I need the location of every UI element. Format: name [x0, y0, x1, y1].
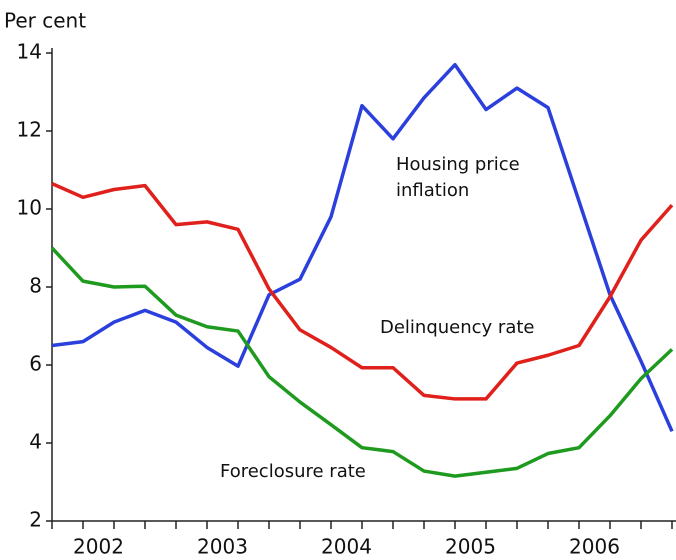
y-tick-label: 10 [17, 196, 42, 220]
series-label: Housing price inflation [396, 154, 520, 201]
series-label: Foreclosure rate [220, 461, 366, 482]
series-line [50, 246, 674, 478]
y-tick-label: 2 [29, 508, 42, 532]
y-tick-label: 6 [29, 352, 42, 376]
y-tick-label: 14 [17, 40, 42, 64]
series-line [51, 62, 674, 433]
x-tick-label: 2005 [445, 535, 496, 559]
y-axis-label: Per cent [4, 9, 86, 33]
y-tick-label: 4 [29, 430, 42, 454]
x-tick-label: 2006 [569, 535, 620, 559]
x-tick-label: 2002 [73, 535, 124, 559]
y-tick-label: 12 [17, 118, 42, 142]
y-tick-label: 8 [29, 274, 42, 298]
series-label: Delinquency rate [380, 317, 535, 338]
x-tick-label: 2003 [197, 535, 248, 559]
x-tick-label: 2004 [321, 535, 372, 559]
series-line [51, 182, 674, 401]
